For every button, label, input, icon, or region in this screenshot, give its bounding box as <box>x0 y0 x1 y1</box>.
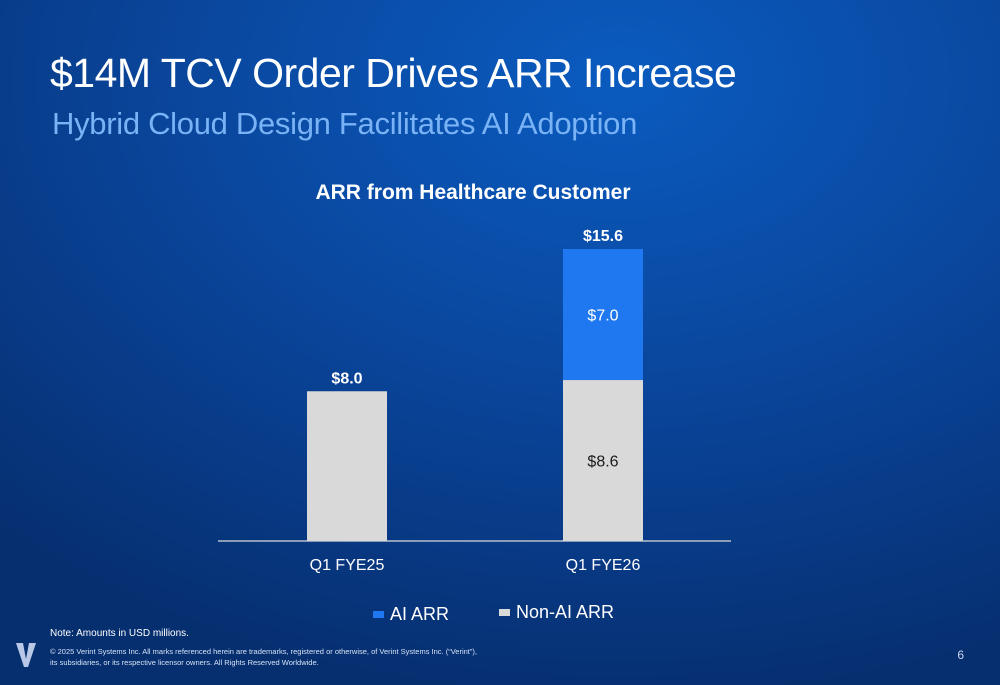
verint-v-logo-icon <box>16 643 36 667</box>
segment-label-non-ai-arr-q1-fye26: $8.6 <box>587 454 618 471</box>
legend-label-ai-arr: AI ARR <box>390 604 450 624</box>
copyright-line-1: © 2025 Verint Systems Inc. All marks ref… <box>50 647 477 656</box>
copyright-line-2: its subsidiaries, or its respective lice… <box>50 658 319 667</box>
chart-labels: $8.0 Q1 FYE25 $8.6 $7.0 $15.6 Q1 FYE26 <box>310 228 641 574</box>
category-label-q1-fye26: Q1 FYE26 <box>566 557 641 574</box>
slide-subtitle: Hybrid Cloud Design Facilitates AI Adopt… <box>52 106 638 141</box>
legend-swatch-non-ai-arr <box>499 609 510 616</box>
chart-title: ARR from Healthcare Customer <box>315 181 630 204</box>
page-number: 6 <box>957 648 964 662</box>
total-label-q1-fye26: $15.6 <box>583 228 623 245</box>
legend-label-non-ai-arr: Non-AI ARR <box>516 602 615 622</box>
footnote: Note: Amounts in USD millions. <box>50 628 189 639</box>
bar-ai-arr-q1-fye26 <box>563 249 643 381</box>
category-label-q1-fye25: Q1 FYE25 <box>310 557 385 574</box>
legend-item-ai-arr: AI ARR <box>373 604 449 625</box>
chart-legend: AI ARR Non-AI ARR <box>0 600 1000 630</box>
slide-title: $14M TCV Order Drives ARR Increase <box>50 50 737 96</box>
legend-item-non-ai-arr: Non-AI ARR <box>499 602 614 623</box>
bar-non-ai-arr-q1-fye25 <box>307 391 387 541</box>
total-label-q1-fye25: $8.0 <box>331 370 362 387</box>
segment-label-ai-arr-q1-fye26: $7.0 <box>587 308 618 325</box>
bar-non-ai-arr-q1-fye26 <box>563 380 643 541</box>
legend-swatch-ai-arr <box>373 611 384 618</box>
arr-stacked-bar-chart: ARR from Healthcare Customer $8.0 Q1 FYE2… <box>218 181 731 574</box>
chart-bars <box>307 249 643 541</box>
copyright-notice: © 2025 Verint Systems Inc. All marks ref… <box>50 646 510 668</box>
